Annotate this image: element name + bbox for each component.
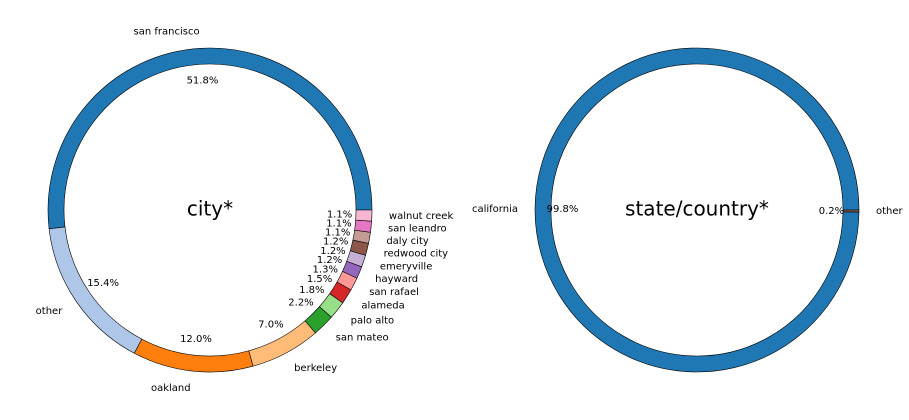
- slice-label: berkeley: [294, 363, 337, 374]
- slice-percent-label: 1.2%: [323, 236, 348, 247]
- slice-percent-label: 1.2%: [317, 255, 342, 266]
- wedge-california: [534, 47, 860, 373]
- slice-label: alameda: [361, 301, 404, 312]
- slice-label: other: [876, 206, 904, 217]
- slice-percent-label: 1.5%: [307, 274, 332, 285]
- state-country-donut-chart: california 99.8% other 0.2% state/country*: [472, 47, 904, 373]
- slice-label: oakland: [151, 383, 191, 394]
- slice-label: redwood city: [384, 248, 449, 259]
- slice-percent-label: 99.8%: [547, 204, 579, 215]
- slice-percent-label: 1.1%: [325, 227, 350, 238]
- wedge-other: [48, 226, 143, 354]
- donut-center-label: state/country*: [625, 197, 769, 221]
- slice-percent-label: 15.4%: [87, 278, 119, 289]
- slice-label: walnut creek: [389, 211, 454, 222]
- slice-percent-label: 2.2%: [288, 297, 313, 308]
- slice-label: san leandro: [388, 224, 447, 235]
- slice-percent-label: 1.8%: [299, 285, 324, 296]
- slice-label: san mateo: [336, 332, 389, 343]
- donut-center-label: city*: [187, 197, 233, 221]
- slice-percent-label: 7.0%: [258, 319, 283, 330]
- slice-label: hayward: [375, 274, 418, 285]
- slice-percent-label: 1.1%: [326, 218, 351, 229]
- slice-label: california: [472, 204, 518, 215]
- slice-label: emeryville: [380, 261, 432, 272]
- slice-percent-label: 12.0%: [180, 334, 212, 345]
- slice-label: other: [36, 306, 64, 317]
- slice-percent-label: 0.2%: [819, 206, 844, 217]
- slice-label: palo alto: [351, 316, 395, 327]
- slice-percent-label: 1.2%: [320, 246, 345, 257]
- slice-label: san francisco: [134, 26, 200, 37]
- city-donut-chart: san francisco 51.8% other 15.4% oakland 12.0%…: [36, 26, 454, 394]
- slice-percent-label: 1.1%: [327, 209, 352, 220]
- slice-label: san rafael: [369, 287, 419, 298]
- slice-label: daly city: [386, 236, 429, 247]
- wedge-walnut-creek: [355, 209, 373, 222]
- slice-percent-label: 51.8%: [187, 76, 219, 87]
- wedge-san-leandro: [354, 219, 372, 233]
- wedge-other: [842, 209, 860, 213]
- slice-percent-label: 1.3%: [313, 264, 338, 275]
